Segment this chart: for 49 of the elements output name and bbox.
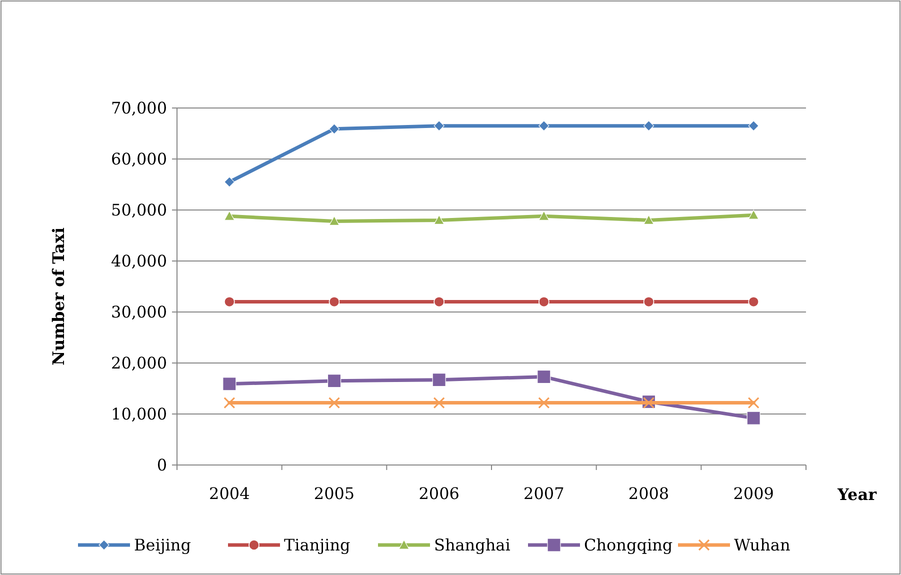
point (327, 374, 342, 388)
y-tick-label: 30,000 (111, 302, 167, 322)
point (643, 120, 654, 132)
point (328, 396, 340, 409)
point (748, 210, 759, 220)
y-axis-title: Number of Taxi (49, 227, 68, 366)
point (224, 396, 236, 409)
y-tick-label: 10,000 (111, 404, 167, 424)
point (328, 296, 340, 308)
point (538, 296, 550, 308)
point (537, 370, 551, 384)
point (643, 214, 654, 224)
point (432, 373, 446, 387)
x-tick-label: 2004 (209, 484, 250, 503)
x-tick-label: 2007 (524, 484, 564, 503)
legend-label: Beijing (134, 536, 191, 555)
y-tick-label: 70,000 (111, 98, 167, 118)
legend-label: Shanghai (434, 536, 510, 555)
point (748, 296, 759, 308)
point (224, 296, 235, 308)
x-tick-label: 2008 (628, 484, 670, 503)
point (224, 210, 235, 220)
point (643, 296, 654, 308)
legend-label: Wuhan (734, 536, 790, 555)
y-tick-label: 40,000 (111, 252, 167, 271)
point (746, 411, 760, 425)
point (538, 120, 550, 132)
y-tick-label: 0 (156, 456, 167, 475)
point (538, 210, 550, 220)
x-tick-label: 2005 (314, 484, 355, 503)
x-tick-label: 2006 (418, 484, 460, 503)
x-tick-label: 2009 (733, 484, 774, 503)
x-axis-title: Year (836, 485, 878, 504)
y-tick-label: 60,000 (111, 150, 167, 169)
point (748, 120, 759, 132)
point (222, 377, 236, 391)
y-tick-label: 50,000 (111, 200, 167, 220)
legend-label: Chongqing (584, 536, 673, 555)
point (328, 124, 340, 134)
y-tick-label: 20,000 (111, 354, 167, 373)
point (328, 216, 340, 226)
point (433, 396, 445, 409)
point (224, 176, 235, 188)
point (434, 296, 444, 308)
point (434, 120, 444, 132)
point (434, 214, 444, 224)
legend-label: Tianjing (284, 536, 350, 555)
point (538, 396, 550, 409)
point (748, 396, 760, 409)
